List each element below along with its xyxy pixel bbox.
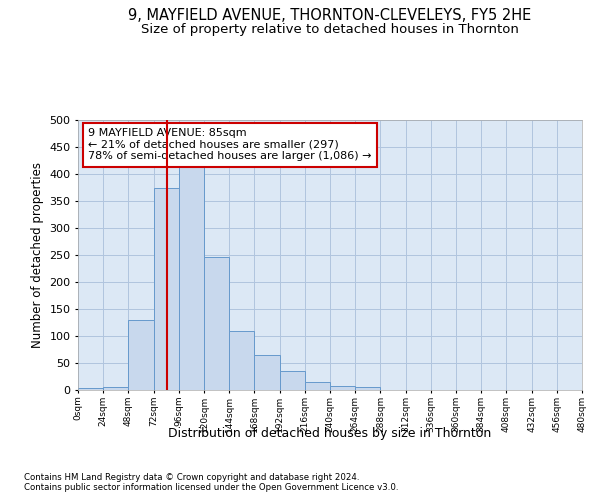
Text: 9, MAYFIELD AVENUE, THORNTON-CLEVELEYS, FY5 2HE: 9, MAYFIELD AVENUE, THORNTON-CLEVELEYS, … xyxy=(128,8,532,22)
Text: Distribution of detached houses by size in Thornton: Distribution of detached houses by size … xyxy=(169,428,491,440)
Text: Contains public sector information licensed under the Open Government Licence v3: Contains public sector information licen… xyxy=(24,484,398,492)
Bar xyxy=(280,371,305,390)
Bar xyxy=(229,330,254,390)
Text: Size of property relative to detached houses in Thornton: Size of property relative to detached ho… xyxy=(141,22,519,36)
Y-axis label: Number of detached properties: Number of detached properties xyxy=(31,162,44,348)
Bar xyxy=(179,166,204,390)
Bar xyxy=(128,320,154,390)
Bar xyxy=(154,188,179,390)
Text: Contains HM Land Registry data © Crown copyright and database right 2024.: Contains HM Land Registry data © Crown c… xyxy=(24,472,359,482)
Bar xyxy=(355,388,380,390)
Text: 9 MAYFIELD AVENUE: 85sqm
← 21% of detached houses are smaller (297)
78% of semi-: 9 MAYFIELD AVENUE: 85sqm ← 21% of detach… xyxy=(88,128,371,162)
Bar xyxy=(305,382,330,390)
Bar xyxy=(330,386,355,390)
Bar xyxy=(78,388,103,390)
Bar xyxy=(204,256,229,390)
Bar xyxy=(103,388,128,390)
Bar xyxy=(582,388,600,390)
Bar xyxy=(254,355,280,390)
